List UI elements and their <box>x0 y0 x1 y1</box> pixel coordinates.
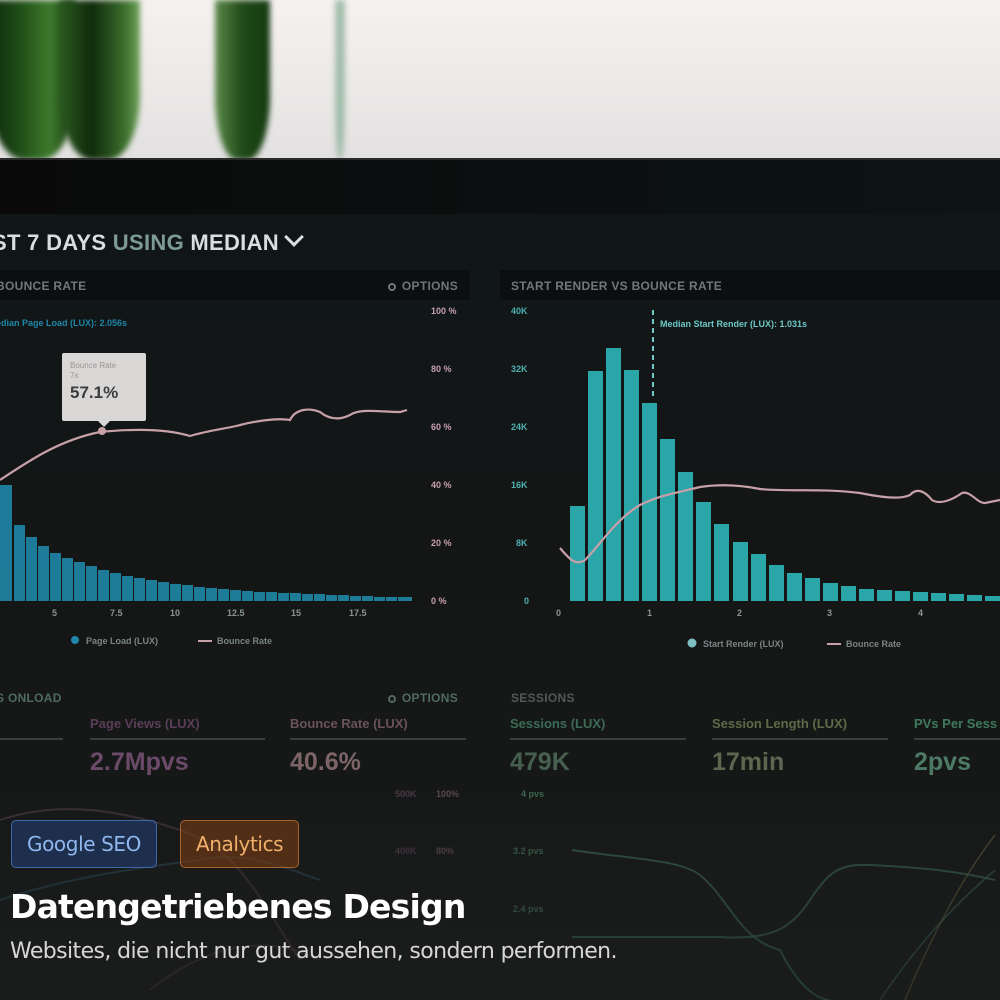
tag-google-seo[interactable]: Google SEO <box>11 820 157 868</box>
svg-text:17.5: 17.5 <box>349 608 367 618</box>
options-button[interactable]: OPTIONS <box>387 279 458 293</box>
hover-point[interactable] <box>98 427 106 435</box>
y-axis-left: 40K 32K 24K 16K 8K 0 <box>511 306 529 606</box>
svg-text:10: 10 <box>170 608 180 618</box>
x-axis: 0 1 2 3 4 <box>556 608 923 618</box>
background-wall <box>0 0 1000 160</box>
card-title[interactable]: Datengetriebenes Design <box>10 887 466 926</box>
panel-header-sessions: SESSIONS <box>511 691 575 705</box>
median-start-render-label: Median Start Render (LUX): 1.031s <box>660 319 807 329</box>
svg-text:20 %: 20 % <box>431 538 452 548</box>
stat-sessions: Sessions (LUX) 479K <box>510 716 686 777</box>
median-page-load-label: edian Page Load (LUX): 2.056s <box>0 318 127 328</box>
svg-text:40K: 40K <box>511 306 528 316</box>
svg-text:40 %: 40 % <box>431 480 452 490</box>
svg-text:24K: 24K <box>511 422 528 432</box>
panel-header-onload: S ONLOAD OPTIONS <box>0 691 458 705</box>
svg-text:3: 3 <box>827 608 832 618</box>
svg-text:0: 0 <box>556 608 561 618</box>
chart-tooltip: Bounce Rate 7s 57.1% <box>62 353 146 427</box>
svg-text:8K: 8K <box>516 538 528 548</box>
legend-dot-icon <box>71 636 79 644</box>
svg-text:60 %: 60 % <box>431 422 452 432</box>
text-overlay-gradient <box>0 780 1000 1000</box>
legend-dot-icon <box>687 638 697 648</box>
tag-list: Google SEO Analytics <box>11 820 300 868</box>
svg-text:32K: 32K <box>511 364 528 374</box>
svg-text:Bounce Rate: Bounce Rate <box>217 636 272 646</box>
stat-bounce-rate: Bounce Rate (LUX) 40.6% <box>290 716 466 777</box>
svg-text:0: 0 <box>524 596 529 606</box>
page-load-bars <box>0 485 412 601</box>
start-render-bars <box>570 348 1000 601</box>
monitor-bezel <box>0 160 1000 214</box>
svg-text:100 %: 100 % <box>431 306 457 316</box>
svg-text:16K: 16K <box>511 480 528 490</box>
plant-leaf <box>215 0 270 160</box>
stat-page-views: Page Views (LUX) 2.7Mpvs <box>90 716 265 777</box>
svg-text:Bounce Rate: Bounce Rate <box>846 639 901 649</box>
gear-icon <box>387 283 396 291</box>
bounce-rate-chart: edian Page Load (LUX): 2.056s <box>0 306 457 646</box>
plant-leaf <box>60 0 140 160</box>
plant-leaf <box>335 0 345 160</box>
tag-analytics[interactable]: Analytics <box>179 820 300 868</box>
chart-legend: Start Render (LUX) Bounce Rate <box>687 638 901 649</box>
svg-text:2: 2 <box>737 608 742 618</box>
stat-onload <box>0 716 63 740</box>
chevron-down-icon[interactable] <box>284 227 304 247</box>
panel-header-bounce-rate: BOUNCE RATE OPTIONS <box>0 270 470 300</box>
svg-text:15: 15 <box>291 608 301 618</box>
svg-text:Page Load (LUX): Page Load (LUX) <box>86 636 158 646</box>
svg-text:4: 4 <box>918 608 923 618</box>
x-axis: 5 7.5 10 12.5 15 17.5 <box>52 608 367 618</box>
start-render-chart: 40K 32K 24K 16K 8K 0 Median Start Render… <box>511 306 1000 649</box>
stat-pvs-per-session: PVs Per Sess 2pvs <box>914 716 1000 777</box>
svg-text:12.5: 12.5 <box>227 608 245 618</box>
svg-text:7.5: 7.5 <box>110 608 123 618</box>
svg-text:0 %: 0 % <box>431 596 447 606</box>
bounce-rate-line <box>0 408 408 481</box>
svg-text:1: 1 <box>647 608 652 618</box>
dashboard-title[interactable]: ST 7 DAYS USING MEDIAN <box>0 227 304 256</box>
panel-header-start-render: START RENDER VS BOUNCE RATE <box>500 270 1000 300</box>
gear-icon <box>387 695 396 703</box>
y-axis-right: 100 % 80 % 60 % 40 % 20 % 0 % <box>431 306 457 606</box>
card-subtitle: Websites, die nicht nur gut aussehen, so… <box>10 939 617 964</box>
bounce-rate-line <box>559 484 1000 564</box>
svg-text:80 %: 80 % <box>431 364 452 374</box>
chart-legend: Page Load (LUX) Bounce Rate <box>71 636 272 646</box>
svg-text:5: 5 <box>52 608 57 618</box>
svg-text:Start Render (LUX): Start Render (LUX) <box>703 639 784 649</box>
options-button[interactable]: OPTIONS <box>387 691 458 705</box>
stat-session-length: Session Length (LUX) 17min <box>712 716 888 777</box>
